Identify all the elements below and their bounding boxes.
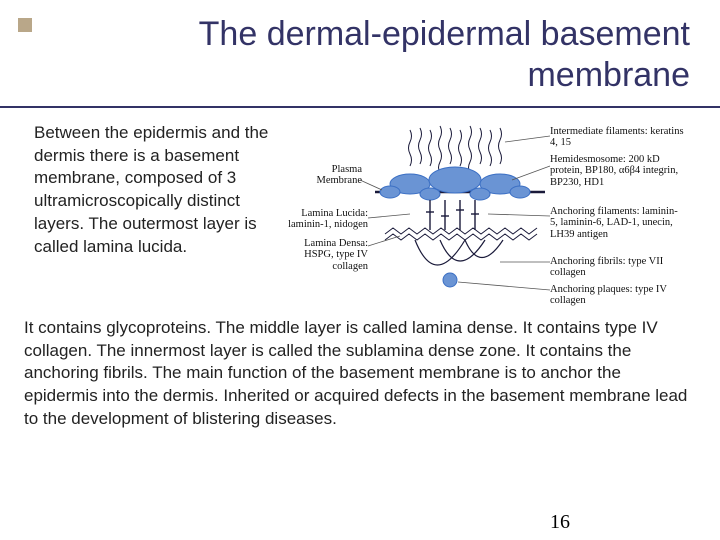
page-number: 16 <box>550 511 570 534</box>
intro-text: Between the epidermis and the dermis the… <box>34 122 274 307</box>
label-intermediate-filaments: Intermediate filaments: keratins 4, 15 <box>550 126 685 149</box>
accent-square <box>18 18 32 32</box>
basement-membrane-diagram: Intermediate filaments: keratins 4, 15 H… <box>288 122 692 307</box>
title-rule <box>0 106 720 108</box>
label-hemidesmosome: Hemidesmosome: 200 kD protein, BP180, α6… <box>550 154 685 189</box>
label-lamina-lucida: Lamina Lucida: laminin-1, nidogen <box>288 208 368 231</box>
label-anchoring-filaments: Anchoring filaments: laminin-5, laminin-… <box>550 206 685 241</box>
label-plasma-membrane: Plasma Membrane <box>300 164 362 187</box>
upper-row: Between the epidermis and the dermis the… <box>0 122 720 307</box>
body-text: It contains glycoproteins. The middle la… <box>0 307 720 432</box>
label-lamina-densa: Lamina Densa: HSPG, type IV collagen <box>288 238 368 273</box>
label-anchoring-fibrils: Anchoring fibrils: type VII collagen <box>550 256 685 279</box>
slide-title: The dermal-epidermal basement membrane <box>0 0 720 102</box>
label-anchoring-plaques: Anchoring plaques: type IV collagen <box>550 284 685 307</box>
